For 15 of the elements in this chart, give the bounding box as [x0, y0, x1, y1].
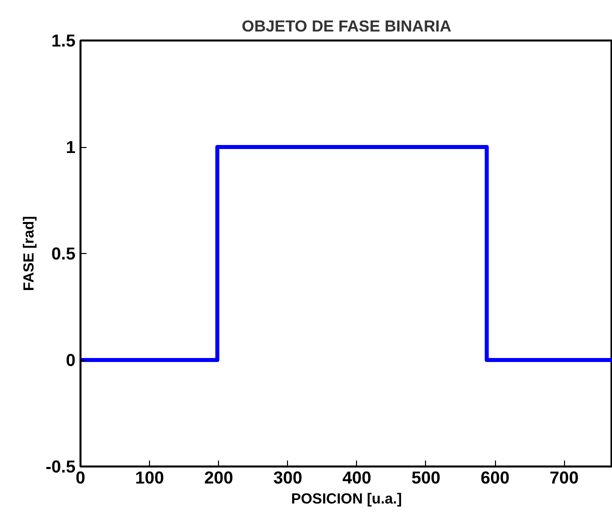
y-tick-label: 1.5 — [51, 30, 76, 50]
x-tick-label: 400 — [342, 468, 372, 488]
y-tick-label: -0.5 — [46, 456, 76, 476]
y-tick-label: 0.5 — [51, 244, 76, 264]
chart-title: OBJETO DE FASE BINARIA — [242, 18, 452, 36]
x-tick-label: 200 — [204, 468, 234, 488]
y-tick-label: 0 — [66, 350, 76, 370]
x-axis-title: POSICION [u.a.] — [291, 492, 402, 508]
x-tick-label: 100 — [135, 468, 164, 488]
y-axis-title: FASE [rad] — [22, 216, 38, 291]
x-tick-label: 600 — [480, 468, 510, 488]
x-tick-label: 500 — [412, 468, 440, 488]
x-tick-label: 700 — [550, 468, 579, 488]
y-tick-label: 1 — [66, 137, 76, 157]
x-tick-label: 300 — [273, 468, 302, 488]
